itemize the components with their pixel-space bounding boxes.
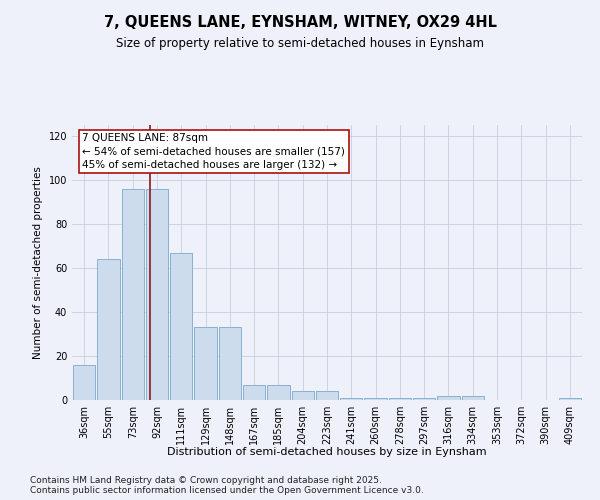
Bar (73, 365, 95, 400)
Bar (316, 391, 338, 400)
Bar (437, 396, 460, 400)
Text: Contains HM Land Registry data © Crown copyright and database right 2025.
Contai: Contains HM Land Registry data © Crown c… (30, 476, 424, 495)
Bar (218, 328, 241, 400)
Bar (267, 384, 290, 400)
Bar (97, 259, 119, 400)
Bar (364, 398, 387, 400)
Bar (340, 398, 362, 400)
Bar (292, 391, 314, 400)
Text: 7, QUEENS LANE, EYNSHAM, WITNEY, OX29 4HL: 7, QUEENS LANE, EYNSHAM, WITNEY, OX29 4H… (104, 15, 497, 30)
Bar (194, 328, 217, 400)
X-axis label: Distribution of semi-detached houses by size in Eynsham: Distribution of semi-detached houses by … (167, 447, 487, 457)
Bar (559, 398, 581, 400)
Bar (243, 384, 265, 400)
Text: 7 QUEENS LANE: 87sqm
← 54% of semi-detached houses are smaller (157)
45% of semi: 7 QUEENS LANE: 87sqm ← 54% of semi-detac… (82, 133, 345, 170)
Bar (170, 252, 193, 400)
Bar (122, 189, 144, 400)
Bar (461, 396, 484, 400)
Bar (413, 398, 436, 400)
Y-axis label: Number of semi-detached properties: Number of semi-detached properties (33, 166, 43, 359)
Bar (146, 189, 168, 400)
Text: Size of property relative to semi-detached houses in Eynsham: Size of property relative to semi-detach… (116, 38, 484, 51)
Bar (389, 398, 411, 400)
